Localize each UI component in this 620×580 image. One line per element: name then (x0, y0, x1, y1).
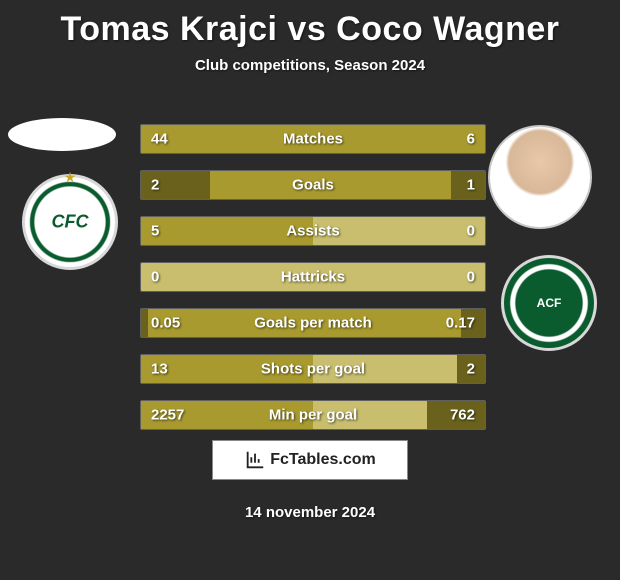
player-left-avatar (8, 118, 116, 151)
stat-value-left: 2 (151, 177, 159, 194)
stat-value-right: 2 (467, 361, 475, 378)
stat-label: Shots per goal (261, 361, 365, 378)
stat-value-right: 0.17 (446, 315, 475, 332)
stat-value-left: 0 (151, 269, 159, 286)
stat-value-left: 5 (151, 223, 159, 240)
stat-label: Min per goal (269, 407, 357, 424)
comparison-subtitle: Club competitions, Season 2024 (0, 57, 620, 74)
club-right-logo (501, 255, 597, 351)
stat-row: 5 0 Assists (140, 216, 486, 246)
stat-value-right: 6 (467, 131, 475, 148)
club-left-logo (22, 174, 118, 270)
comparison-title: Tomas Krajci vs Coco Wagner (0, 0, 620, 49)
stat-value-right: 762 (450, 407, 475, 424)
stat-value-right: 1 (467, 177, 475, 194)
branding-text: FcTables.com (270, 451, 376, 469)
comparison-date: 14 november 2024 (245, 504, 375, 521)
stat-value-left: 13 (151, 361, 168, 378)
stat-value-right: 0 (467, 269, 475, 286)
stats-rows: 44 6 Matches 2 1 Goals 5 0 Assists 0 0 Hattricks 0.0… (140, 124, 486, 446)
stat-bar-left (141, 309, 148, 337)
stat-label: Matches (283, 131, 343, 148)
player-right-avatar (488, 125, 592, 229)
stat-value-left: 2257 (151, 407, 184, 424)
stat-value-left: 44 (151, 131, 168, 148)
stat-row: 0 0 Hattricks (140, 262, 486, 292)
chart-icon (244, 449, 266, 471)
stat-label: Assists (286, 223, 339, 240)
stat-row: 2 1 Goals (140, 170, 486, 200)
stat-label: Goals (292, 177, 334, 194)
stat-label: Hattricks (281, 269, 345, 286)
stat-value-right: 0 (467, 223, 475, 240)
stat-value-left: 0.05 (151, 315, 180, 332)
stat-row: 44 6 Matches (140, 124, 486, 154)
stat-row: 0.05 0.17 Goals per match (140, 308, 486, 338)
branding-badge: FcTables.com (212, 440, 408, 480)
stat-row: 2257 762 Min per goal (140, 400, 486, 430)
stat-row: 13 2 Shots per goal (140, 354, 486, 384)
stat-label: Goals per match (254, 315, 372, 332)
